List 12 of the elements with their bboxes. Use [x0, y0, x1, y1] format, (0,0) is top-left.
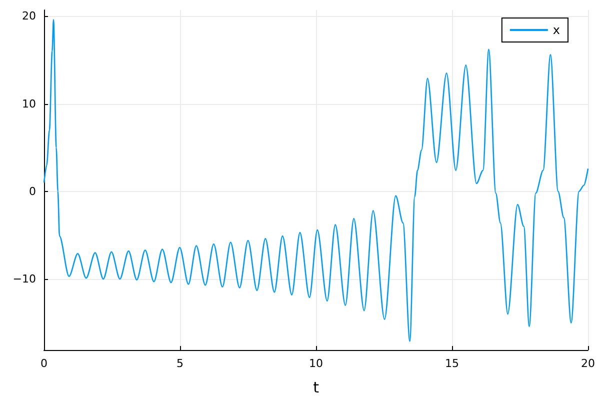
x-axis-title: t — [313, 378, 320, 396]
y-tick-label: 20 — [22, 10, 36, 23]
x-tick-label: 20 — [581, 357, 595, 370]
line-series — [43, 18, 589, 342]
y-tick-label: 0 — [29, 184, 36, 198]
x-tick-label: 15 — [445, 357, 459, 370]
x-tick-label: 0 — [40, 357, 48, 370]
x-tick-label: 10 — [309, 357, 323, 370]
legend-label: x — [552, 23, 560, 37]
x-tick-label: 5 — [176, 357, 184, 370]
y-tick-label: −10 — [12, 272, 36, 286]
y-tick-label: 10 — [22, 97, 36, 110]
